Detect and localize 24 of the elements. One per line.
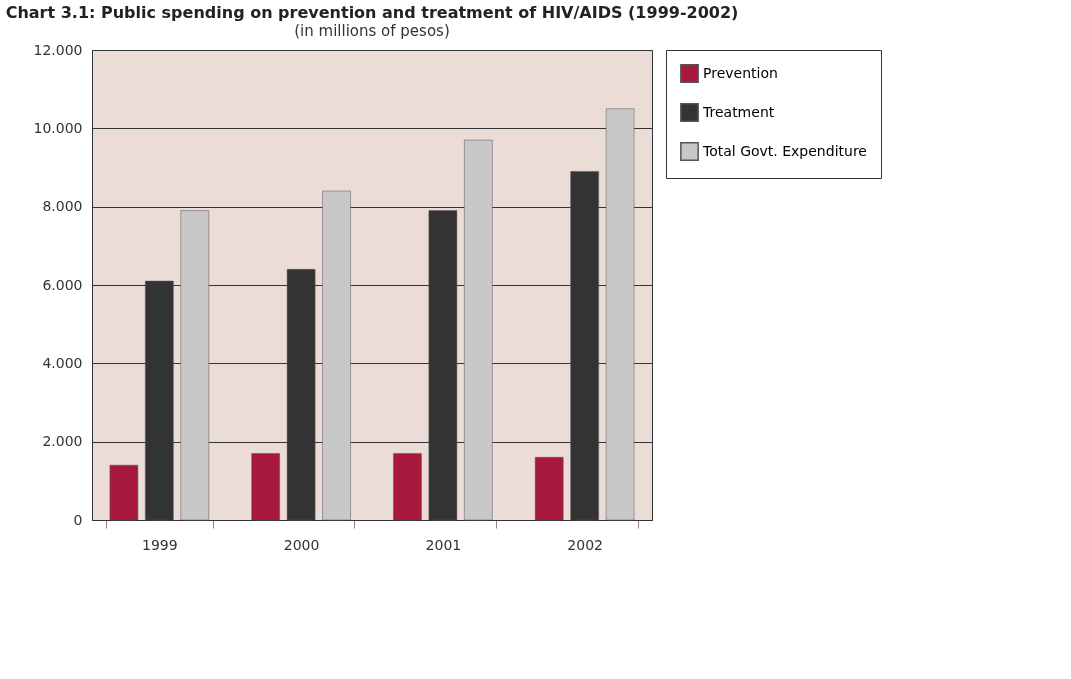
y-tick-label: 4.000 <box>42 354 83 371</box>
bar <box>393 453 422 521</box>
legend-label: Prevention <box>703 64 778 81</box>
x-tick-label: 2002 <box>567 536 603 553</box>
bar <box>251 453 280 521</box>
bar <box>109 464 139 521</box>
bar <box>322 190 351 521</box>
x-tick-label: 2000 <box>283 536 320 553</box>
legend-label: Total Govt. Expenditure <box>702 142 867 159</box>
bar <box>464 139 493 521</box>
chart-subtitle: (in millions of pesos) <box>294 22 450 40</box>
y-tick-label: 0 <box>73 511 83 528</box>
bar <box>534 457 564 521</box>
y-tick-label: 10.000 <box>33 119 83 136</box>
legend-label: Treatment <box>702 103 775 120</box>
bar <box>605 108 635 521</box>
chart-title: Chart 3.1: Public spending on prevention and treatment of HIV/AIDS (1999-2002) <box>5 3 739 22</box>
x-tick-label: 2001 <box>425 536 462 553</box>
y-tick-label: 8.000 <box>42 198 83 215</box>
y-tick-label: 2.000 <box>42 433 83 450</box>
x-tick-label: 1999 <box>142 536 178 553</box>
y-tick-label: 12.000 <box>33 41 83 58</box>
bar <box>180 210 210 521</box>
y-tick-label: 6.000 <box>42 276 83 293</box>
